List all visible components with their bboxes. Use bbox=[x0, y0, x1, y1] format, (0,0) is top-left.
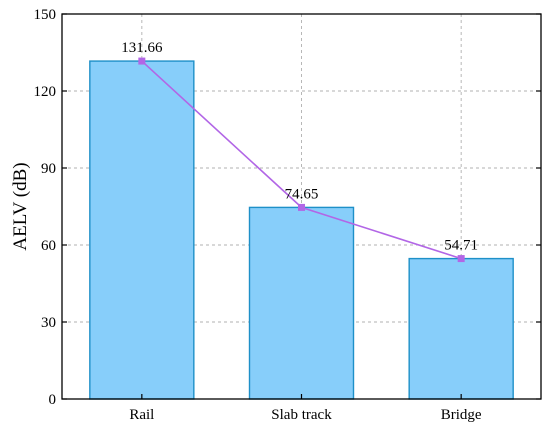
y-tick-label: 0 bbox=[49, 392, 57, 408]
trend-marker bbox=[457, 255, 465, 263]
trend-marker bbox=[298, 203, 305, 211]
y-tick-label: 120 bbox=[34, 84, 57, 100]
labels: 0 30 60 90 120 150 Rail Slab track Bridge 131.66 7… bbox=[34, 7, 482, 423]
y-axis-title: AELV (dB) bbox=[10, 162, 31, 250]
trend-line bbox=[138, 57, 465, 263]
y-tick-label: 60 bbox=[41, 238, 56, 254]
bars bbox=[89, 60, 514, 400]
y-tick-label: 90 bbox=[41, 161, 56, 177]
bar-rail bbox=[89, 60, 195, 400]
data-label: 74.65 bbox=[285, 186, 319, 202]
x-tick-label: Slab track bbox=[271, 407, 332, 423]
y-tick-label: 30 bbox=[41, 315, 56, 331]
bar-bridge bbox=[408, 257, 514, 400]
y-tick-label: 150 bbox=[34, 7, 57, 23]
bar-slab-track bbox=[248, 206, 355, 400]
trend-marker bbox=[138, 57, 146, 65]
data-label: 131.66 bbox=[121, 40, 163, 56]
axes bbox=[61, 13, 542, 400]
x-tick-label: Bridge bbox=[441, 407, 482, 423]
data-label: 54.71 bbox=[444, 238, 478, 254]
x-tick-label: Rail bbox=[129, 407, 154, 423]
